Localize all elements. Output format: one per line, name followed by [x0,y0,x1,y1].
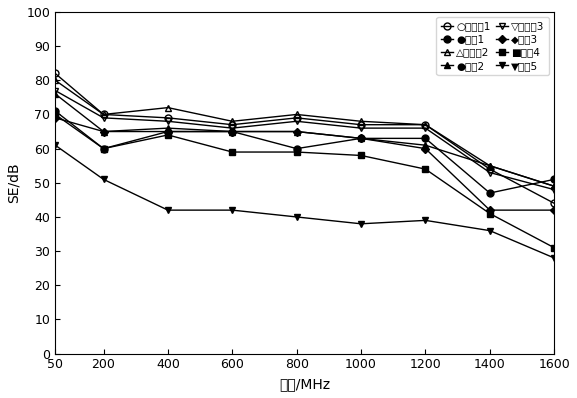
▽实验组3 [293,119,300,124]
△实验组2 [358,119,365,124]
■对比4 [550,245,557,250]
X-axis label: 频率/MHz: 频率/MHz [279,377,330,391]
■对比4 [52,112,59,117]
◆对比3 [100,129,107,134]
Y-axis label: SE/dB: SE/dB [7,162,21,203]
▽实验组3 [100,115,107,120]
Line: ●对比2: ●对比2 [52,90,557,190]
●对比2 [358,136,365,141]
Legend: ○实验组1, ●对比1, △实验组2, ●对比2, ▽实验组3, ◆对比3, ■对比4, ▼对比5: ○实验组1, ●对比1, △实验组2, ●对比2, ▽实验组3, ◆对比3, ■… [436,17,549,75]
△实验组2 [229,119,236,124]
▽实验组3 [486,170,493,175]
△实验组2 [550,184,557,189]
○实验组1 [100,112,107,117]
■对比4 [422,167,429,172]
Line: ■对比4: ■对比4 [52,111,557,251]
◆对比3 [486,208,493,213]
○实验组1 [422,122,429,127]
◆对比3 [52,115,59,120]
△实验组2 [100,112,107,117]
Line: ◆对比3: ◆对比3 [53,115,557,213]
△实验组2 [486,163,493,168]
○实验组1 [486,167,493,172]
●对比2 [52,92,59,96]
▼对比5 [229,208,236,213]
○实验组1 [229,122,236,127]
●对比1 [422,136,429,141]
▽实验组3 [422,126,429,131]
○实验组1 [52,71,59,76]
●对比2 [100,129,107,134]
△实验组2 [52,78,59,83]
●对比2 [550,184,557,189]
△实验组2 [293,112,300,117]
○实验组1 [164,115,171,120]
◆对比3 [164,129,171,134]
■对比4 [358,153,365,158]
●对比2 [486,163,493,168]
◆对比3 [422,146,429,151]
▼对比5 [293,215,300,219]
●对比2 [229,129,236,134]
▼对比5 [164,208,171,213]
●对比2 [164,126,171,131]
●对比1 [358,136,365,141]
●对比2 [293,129,300,134]
▼对比5 [100,177,107,182]
●对比1 [486,191,493,195]
○实验组1 [293,115,300,120]
Line: ●对比1: ●对比1 [52,107,557,197]
▼对比5 [358,221,365,226]
◆对比3 [293,129,300,134]
Line: ○实验组1: ○实验组1 [52,70,557,207]
▽实验组3 [52,88,59,93]
Line: ▽实验组3: ▽实验组3 [52,87,557,193]
▽实验组3 [550,187,557,192]
■对比4 [293,150,300,154]
●对比1 [550,177,557,182]
■对比4 [229,150,236,154]
Line: △实验组2: △实验组2 [52,77,557,190]
▼对比5 [550,256,557,260]
●对比2 [422,143,429,148]
●对比1 [52,109,59,113]
▼对比5 [422,218,429,223]
●对比1 [293,146,300,151]
◆对比3 [550,208,557,213]
●对比1 [229,129,236,134]
△实验组2 [422,122,429,127]
◆对比3 [229,129,236,134]
Line: ▼对比5: ▼对比5 [52,142,557,261]
▼对比5 [52,143,59,148]
●对比1 [100,146,107,151]
▽实验组3 [358,126,365,131]
■对比4 [100,146,107,151]
○实验组1 [358,122,365,127]
●对比1 [164,129,171,134]
◆对比3 [358,136,365,141]
■对比4 [486,211,493,216]
▽实验组3 [164,119,171,124]
△实验组2 [164,105,171,110]
○实验组1 [550,201,557,206]
▽实验组3 [229,126,236,131]
▼对比5 [486,228,493,233]
■对比4 [164,133,171,137]
